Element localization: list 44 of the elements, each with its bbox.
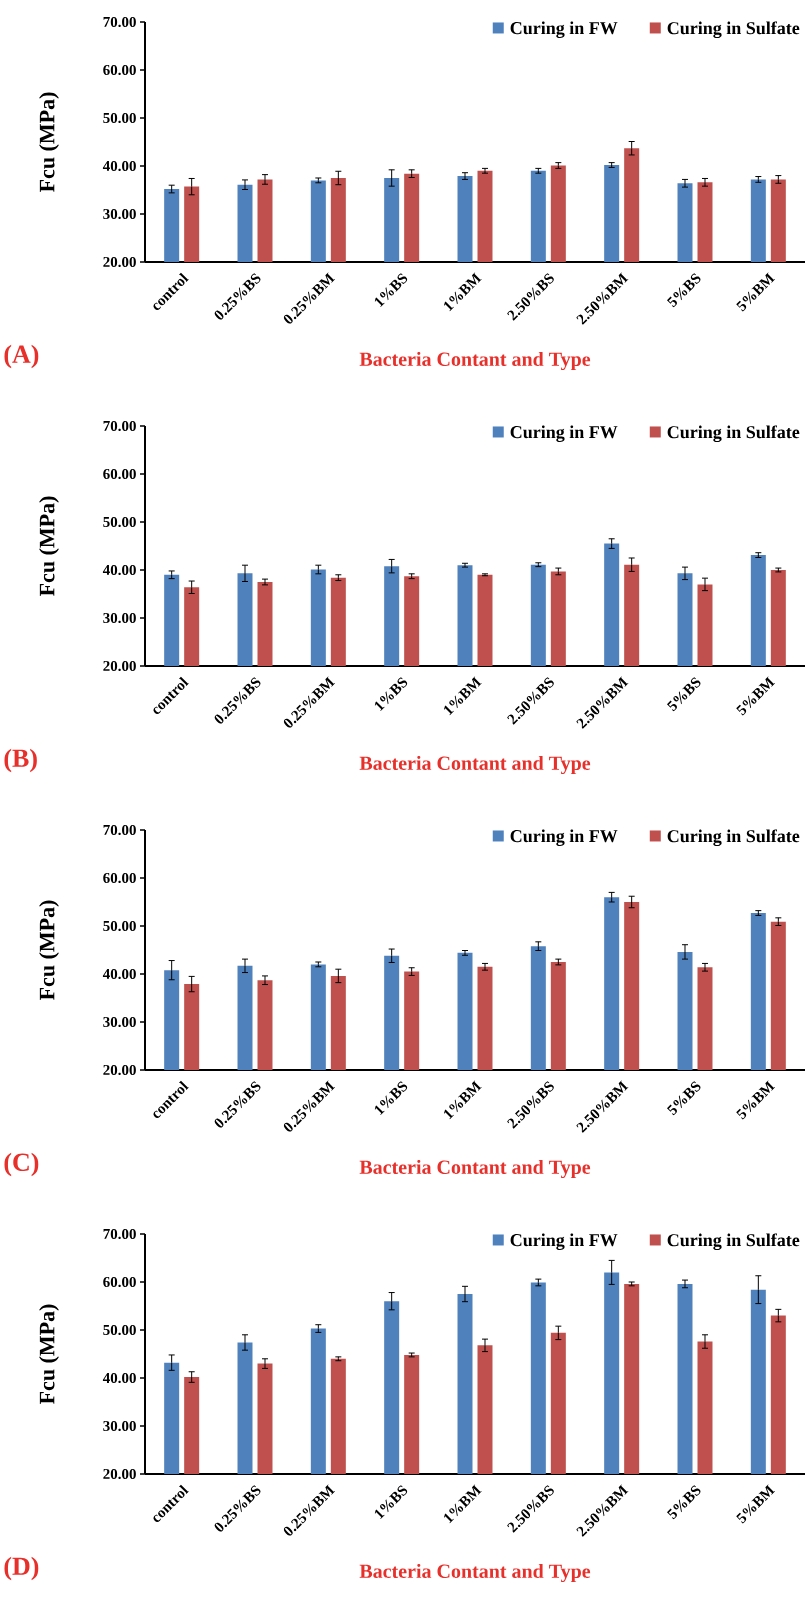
y-tick-label: 70.00	[103, 824, 136, 836]
y-tick-label: 20.00	[103, 660, 136, 672]
x-axis-title: Bacteria Contant and Type	[359, 351, 591, 371]
y-tick-label: 20.00	[103, 1064, 136, 1076]
text: (C)	[4, 1152, 39, 1177]
y-tick-label: 70.00	[103, 1228, 136, 1240]
y-axis-title: Fcu (MPa)	[39, 496, 59, 597]
y-tick-label: 20.00	[103, 1468, 136, 1480]
y-axis-title: Fcu (MPa)	[39, 92, 59, 192]
y-tick-label: 50.00	[103, 1324, 136, 1336]
y-tick-label: 50.00	[103, 112, 136, 124]
y-tick-label: 20.00	[103, 256, 136, 268]
legend-label: Curing in FW	[510, 425, 618, 442]
y-axis-title: Fcu (MPa)	[39, 900, 59, 1001]
y-tick-label: 60.00	[103, 872, 136, 884]
x-axis-title: Bacteria Contant and Type	[359, 1159, 591, 1179]
y-tick-label: 40.00	[102, 564, 136, 576]
legend-label: Curing in Sulfate	[667, 1233, 800, 1251]
legend-label: Curing in FW	[510, 1233, 618, 1250]
legend-label: Curing in Sulfate	[667, 21, 800, 39]
y-tick-label: 60.00	[103, 468, 136, 480]
text: (D)	[4, 1556, 39, 1581]
text: (A)	[4, 344, 39, 369]
y-tick-label: 50.00	[103, 516, 136, 528]
y-tick-label: 60.00	[103, 1276, 136, 1288]
y-tick-label: 40.00	[102, 160, 136, 172]
y-tick-label: 30.00	[103, 1016, 136, 1028]
legend-label: Curing in FW	[510, 21, 618, 38]
legend-label: Curing in Sulfate	[667, 425, 800, 443]
y-tick-label: 30.00	[103, 208, 136, 220]
y-tick-label: 30.00	[103, 612, 136, 624]
y-tick-label: 70.00	[103, 16, 136, 28]
legend-label: Curing in Sulfate	[667, 829, 800, 847]
y-tick-label: 40.00	[102, 968, 136, 980]
x-axis-title: Bacteria Contant and Type	[359, 1563, 591, 1583]
legend-label: Curing in FW	[510, 829, 618, 846]
y-tick-label: 40.00	[102, 1372, 136, 1384]
y-tick-label: 70.00	[103, 420, 136, 432]
x-axis-title: Bacteria Contant and Type	[359, 755, 591, 775]
y-axis-title: Fcu (MPa)	[39, 1304, 59, 1405]
y-tick-label: 60.00	[103, 64, 136, 76]
y-tick-label: 30.00	[103, 1420, 136, 1432]
text: (B)	[4, 748, 37, 773]
y-tick-label: 50.00	[103, 920, 136, 932]
